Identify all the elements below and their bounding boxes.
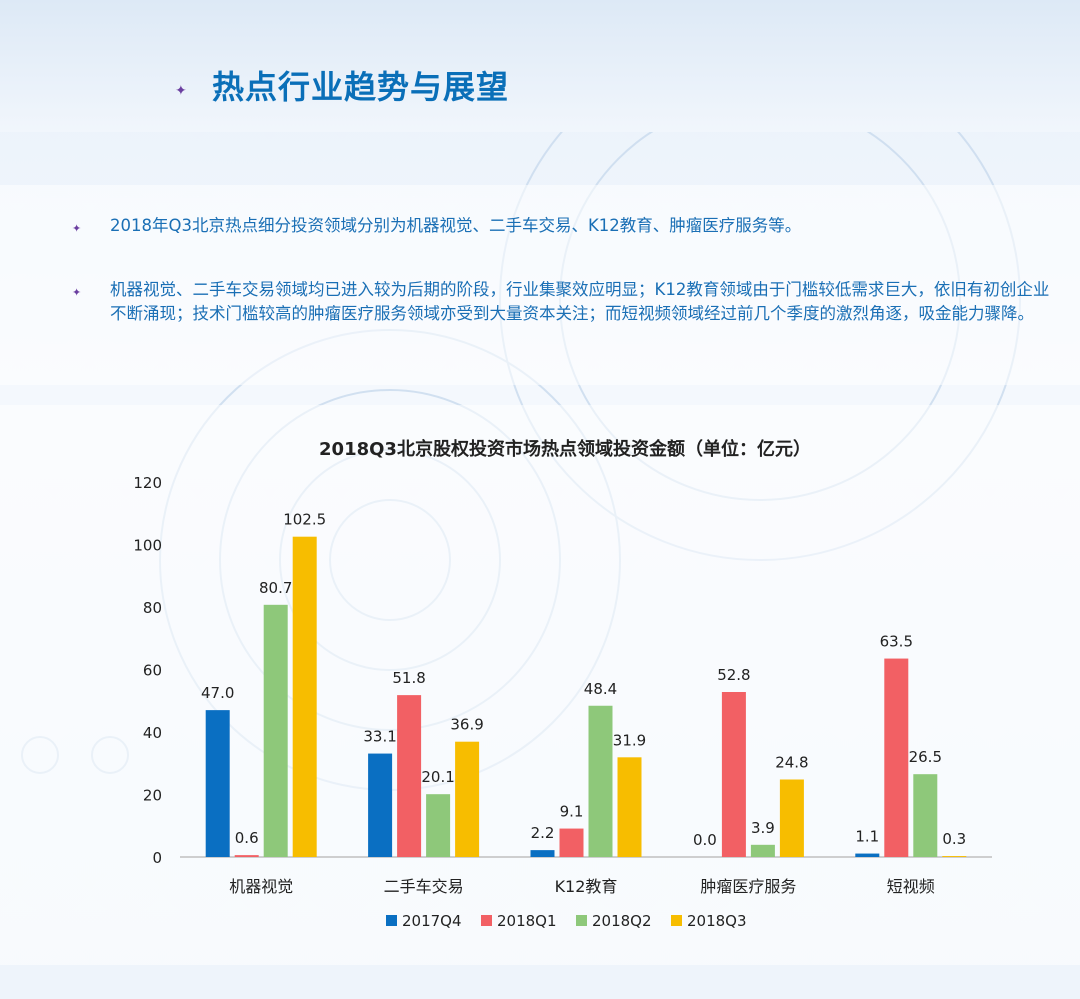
data-label: 80.7 [259,579,292,597]
bullet-star-icon: ✦ [72,286,82,299]
data-label: 47.0 [201,684,234,702]
data-label: 51.8 [392,669,425,687]
data-label: 0.3 [942,830,966,848]
data-label: 24.8 [775,754,808,772]
data-label: 20.1 [421,768,454,786]
bar [855,853,880,857]
bar [884,658,909,857]
header-band [0,0,1080,132]
legend-swatch [481,915,492,926]
data-label: 1.1 [855,828,879,846]
y-tick-label: 60 [143,662,162,680]
data-label: 2.2 [531,824,555,842]
x-category-label: 短视频 [887,877,935,896]
bar [397,695,422,857]
bullet-text-2: 机器视觉、二手车交易领域均已进入较为后期的阶段，行业集聚效应明显；K12教育领域… [110,280,1050,323]
bar [368,753,393,857]
legend-label: 2018Q3 [687,912,747,930]
bar [292,536,317,857]
bar [530,850,555,857]
data-label: 0.6 [235,829,259,847]
y-tick-label: 40 [143,724,162,742]
bar [559,828,584,857]
bar [617,757,642,857]
legend-label: 2018Q1 [497,912,557,930]
data-label: 31.9 [613,731,646,749]
data-label: 9.1 [560,803,584,821]
data-label: 26.5 [909,748,942,766]
data-label: 48.4 [584,680,617,698]
bar [426,794,451,857]
y-tick-label: 0 [152,849,162,867]
y-tick-label: 20 [143,787,162,805]
bullet-text-1: 2018年Q3北京热点细分投资领域分别为机器视觉、二手车交易、K12教育、肿瘤医… [110,216,802,235]
y-tick-label: 80 [143,599,162,617]
bar [750,844,775,857]
bar [263,604,288,857]
bar [913,774,938,857]
chart-title: 2018Q3北京股权投资市场热点领域投资金额（单位：亿元） [319,439,811,460]
legend-swatch [576,915,587,926]
data-label: 63.5 [880,633,913,651]
y-tick-label: 100 [133,537,162,555]
bullet-star-icon: ✦ [72,222,82,235]
title-star-icon: ✦ [175,83,187,99]
page-title: 热点行业趋势与展望 [212,68,510,106]
bar [942,856,967,857]
y-tick-label: 120 [133,474,162,492]
bar [779,779,804,857]
x-category-label: K12教育 [555,877,618,896]
data-label: 102.5 [283,511,326,529]
data-label: 0.0 [693,831,717,849]
bar [455,741,480,857]
bar [205,710,230,857]
legend-label: 2017Q4 [402,912,462,930]
bar [234,855,259,857]
x-category-label: 肿瘤医疗服务 [700,877,796,896]
legend-swatch [386,915,397,926]
text-panel [0,185,1080,385]
data-label: 36.9 [450,716,483,734]
x-category-label: 二手车交易 [384,877,464,896]
bar [721,692,746,857]
x-category-label: 机器视觉 [229,877,293,896]
legend-label: 2018Q2 [592,912,652,930]
data-label: 33.1 [363,728,396,746]
data-label: 3.9 [751,819,775,837]
bar [588,705,613,857]
legend-swatch [671,915,682,926]
data-label: 52.8 [717,666,750,684]
